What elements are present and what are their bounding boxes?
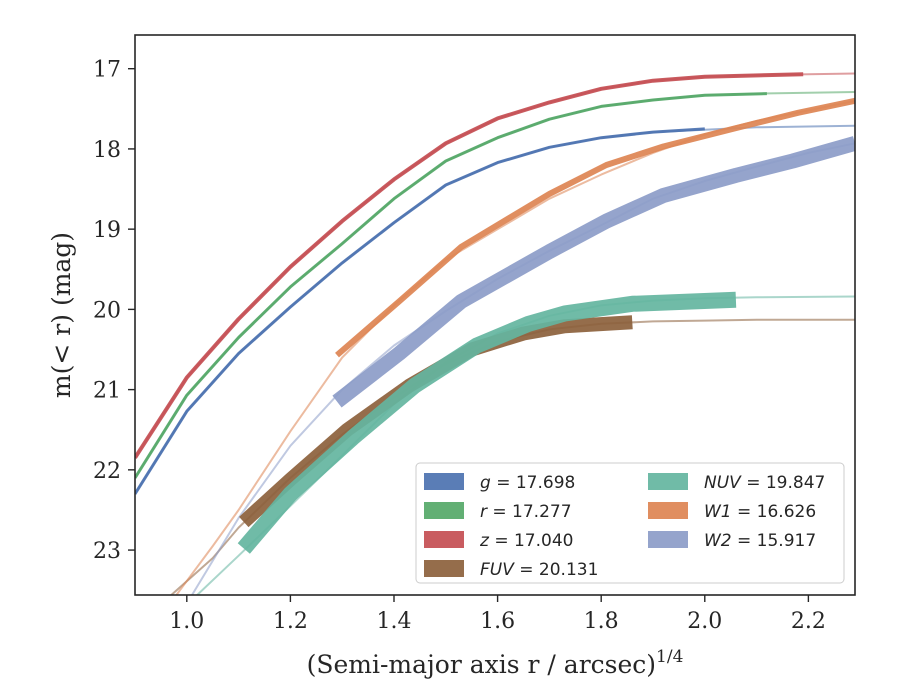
series-g-data-band <box>135 127 705 495</box>
x-tick-label: 2.0 <box>687 609 722 634</box>
x-axis-label-main: (Semi-major axis r / arcsec) <box>307 650 656 679</box>
legend-label-FUV: FUV = 20.131 <box>480 560 598 580</box>
plot-frame <box>134 34 856 596</box>
legend-swatch-NUV <box>648 473 688 490</box>
legend-swatch-z <box>424 531 464 548</box>
y-tick-label: 17 <box>93 58 121 83</box>
x-axis: 1.0 1.2 1.4 1.6 1.8 2.0 2.2 <box>169 595 826 634</box>
legend-label-W1: W1 = 16.626 <box>704 502 816 522</box>
series-z-data-band <box>135 72 804 459</box>
legend-label-r: r = 17.277 <box>480 502 572 522</box>
legend-label-g: g = 17.698 <box>480 473 575 493</box>
legend-label-z: z = 17.040 <box>479 531 573 551</box>
series-NUV-data-band <box>237 291 737 554</box>
y-tick-label: 19 <box>93 218 121 243</box>
x-axis-label: (Semi-major axis r / arcsec)1/4 <box>307 647 684 679</box>
legend-label-NUV: NUV = 19.847 <box>704 473 825 493</box>
legend-swatch-FUV <box>424 560 464 577</box>
legend-swatch-r <box>424 502 464 519</box>
x-tick-label: 1.6 <box>480 609 515 634</box>
y-tick-label: 18 <box>93 138 121 163</box>
legend-label-W2: W2 = 15.917 <box>704 531 816 551</box>
y-tick-label: 23 <box>93 539 121 564</box>
series-W1-data-band <box>335 97 855 358</box>
x-axis-label-sup: 1/4 <box>656 647 683 667</box>
legend: g = 17.698 r = 17.277 z = 17.040 FUV = 20.1… <box>415 462 845 584</box>
y-axis: 17 18 19 20 21 22 23 <box>93 58 135 564</box>
legend-frame <box>415 462 845 584</box>
x-tick-label: 2.2 <box>791 609 826 634</box>
y-axis-label: m(< r) (mag) <box>47 232 76 398</box>
legend-swatch-W1 <box>648 502 688 519</box>
x-tick-label: 1.2 <box>273 609 308 634</box>
series-layer <box>135 72 855 595</box>
x-tick-label: 1.8 <box>584 609 619 634</box>
y-tick-label: 21 <box>93 379 121 404</box>
y-tick-label: 20 <box>93 298 121 323</box>
legend-swatch-g <box>424 473 464 490</box>
series-W2-data-band <box>332 136 855 408</box>
x-tick-label: 1.0 <box>169 609 204 634</box>
series-r-data-band <box>135 92 767 479</box>
y-tick-label: 22 <box>93 459 121 484</box>
legend-swatch-W2 <box>648 531 688 548</box>
x-tick-label: 1.4 <box>376 609 411 634</box>
